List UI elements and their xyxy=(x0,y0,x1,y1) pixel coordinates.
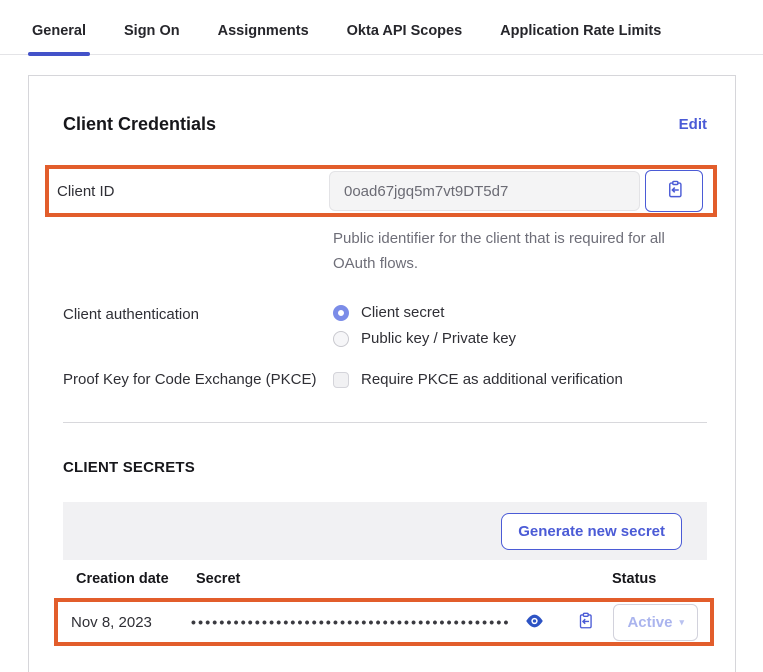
help-spacer xyxy=(63,226,333,276)
client-authentication-options: Client secret Public key / Private key xyxy=(333,304,516,347)
tab-application-rate-limits[interactable]: Application Rate Limits xyxy=(500,23,662,39)
client-authentication-label: Client authentication xyxy=(63,306,199,323)
client-id-group xyxy=(329,170,708,212)
client-authentication-row: Client authentication Client secret Publ… xyxy=(63,304,707,347)
checkbox-unchecked-icon[interactable] xyxy=(333,371,349,388)
copy-client-id-button[interactable] xyxy=(645,170,703,212)
radio-unselected-icon[interactable] xyxy=(333,330,349,347)
client-credentials-card: Client Credentials Edit Client ID Public… xyxy=(28,75,736,672)
client-id-row-highlighted: Client ID xyxy=(45,165,717,217)
secret-creation-date: Nov 8, 2023 xyxy=(71,613,152,631)
client-id-help-text: Public identifier for the client that is… xyxy=(333,230,665,272)
status-label: Active xyxy=(627,613,673,631)
column-header-status: Status xyxy=(612,571,657,587)
client-id-label: Client ID xyxy=(57,182,115,200)
radio-option-label: Public key / Private key xyxy=(361,330,517,347)
edit-link[interactable]: Edit xyxy=(678,116,707,133)
tab-okta-api-scopes[interactable]: Okta API Scopes xyxy=(346,23,463,39)
chevron-down-icon: ▾ xyxy=(679,616,684,627)
client-id-input[interactable] xyxy=(329,171,640,211)
column-header-secret: Secret xyxy=(196,571,241,587)
app-tab-bar: General Sign On Assignments Okta API Sco… xyxy=(0,0,763,56)
copy-secret-button[interactable] xyxy=(576,612,594,633)
generate-new-secret-button[interactable]: Generate new secret xyxy=(501,512,682,550)
masked-secret-value: ••••••••••••••••••••••••••••••••••••••••… xyxy=(191,614,511,630)
radio-selected-icon[interactable] xyxy=(333,304,349,321)
radio-option-label: Client secret xyxy=(361,304,445,321)
secret-table-row-highlighted: Nov 8, 2023 ••••••••••••••••••••••••••••… xyxy=(54,598,714,646)
tab-general[interactable]: General xyxy=(28,23,90,56)
secret-status-dropdown[interactable]: Active ▾ xyxy=(613,603,698,641)
section-divider xyxy=(63,422,707,423)
client-secrets-toolbar: Generate new secret xyxy=(63,502,707,560)
card-header: Client Credentials Edit xyxy=(63,114,707,135)
client-secrets-title: CLIENT SECRETS xyxy=(63,459,195,476)
reveal-secret-button[interactable] xyxy=(525,614,544,631)
radio-option-public-private-key[interactable]: Public key / Private key xyxy=(333,330,516,347)
secrets-table-header: Creation date Secret Status xyxy=(63,560,707,598)
clipboard-icon xyxy=(665,180,684,202)
clipboard-icon xyxy=(576,612,594,633)
tab-sign-on[interactable]: Sign On xyxy=(124,23,180,39)
eye-icon xyxy=(525,614,544,631)
tab-assignments[interactable]: Assignments xyxy=(217,23,309,39)
pkce-checkbox-option[interactable]: Require PKCE as additional verification xyxy=(333,371,623,388)
secret-value-cell: ••••••••••••••••••••••••••••••••••••••••… xyxy=(191,612,613,633)
pkce-row: Proof Key for Code Exchange (PKCE) Requi… xyxy=(63,371,707,388)
card-title: Client Credentials xyxy=(63,114,217,134)
pkce-option-label: Require PKCE as additional verification xyxy=(361,371,623,388)
radio-option-client-secret[interactable]: Client secret xyxy=(333,304,516,321)
client-id-help-row: Public identifier for the client that is… xyxy=(63,226,707,276)
column-header-creation-date: Creation date xyxy=(76,571,169,587)
pkce-label: Proof Key for Code Exchange (PKCE) xyxy=(63,371,317,388)
